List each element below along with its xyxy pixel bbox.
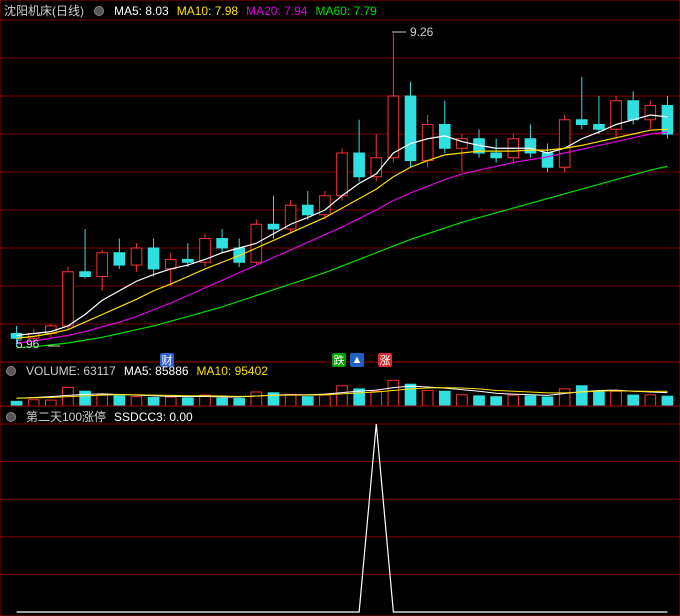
ma10-label: MA10: 7.98 bbox=[177, 4, 238, 18]
svg-text:5.96: 5.96 bbox=[16, 337, 40, 351]
volume-header: VOLUME: 63117 MA5: 85886 MA10: 95402 bbox=[4, 362, 268, 380]
event-tag[interactable]: 跌 bbox=[332, 353, 346, 367]
price-header: 沈阳机床(日线) MA5: 8.03 MA10: 7.98 MA20: 7.94… bbox=[4, 0, 377, 21]
indicator-panel[interactable]: 第二天100涨停 SSDCC3: 0.00 bbox=[0, 406, 680, 616]
price-svg[interactable]: 9.26 5.96 bbox=[0, 0, 680, 362]
disc-icon bbox=[6, 412, 16, 422]
stock-chart-app: { "header": { "title": "沈阳机床(日线)", "titl… bbox=[0, 0, 680, 616]
vol-ma10-label: MA10: 95402 bbox=[197, 364, 268, 378]
stock-title: 沈阳机床(日线) bbox=[4, 2, 84, 19]
ma60-label: MA60: 7.79 bbox=[315, 4, 376, 18]
disc-icon bbox=[6, 366, 16, 376]
svg-text:9.26: 9.26 bbox=[410, 25, 434, 39]
vol-ma5-label: MA5: 85886 bbox=[124, 364, 189, 378]
indicator-header: 第二天100涨停 SSDCC3: 0.00 bbox=[4, 406, 193, 427]
ma20-label: MA20: 7.94 bbox=[246, 4, 307, 18]
indicator-value: SSDCC3: 0.00 bbox=[114, 410, 193, 424]
event-tag[interactable]: 涨 bbox=[378, 353, 392, 367]
indicator-svg[interactable] bbox=[0, 406, 680, 616]
ma5-label: MA5: 8.03 bbox=[114, 4, 169, 18]
event-tag[interactable]: ▲ bbox=[350, 353, 364, 367]
indicator-title: 第二天100涨停 bbox=[26, 408, 106, 425]
disc-icon bbox=[94, 6, 104, 16]
price-panel[interactable]: 沈阳机床(日线) MA5: 8.03 MA10: 7.98 MA20: 7.94… bbox=[0, 0, 680, 362]
volume-panel[interactable]: VOLUME: 63117 MA5: 85886 MA10: 95402 bbox=[0, 362, 680, 406]
volume-label: VOLUME: 63117 bbox=[26, 364, 116, 378]
